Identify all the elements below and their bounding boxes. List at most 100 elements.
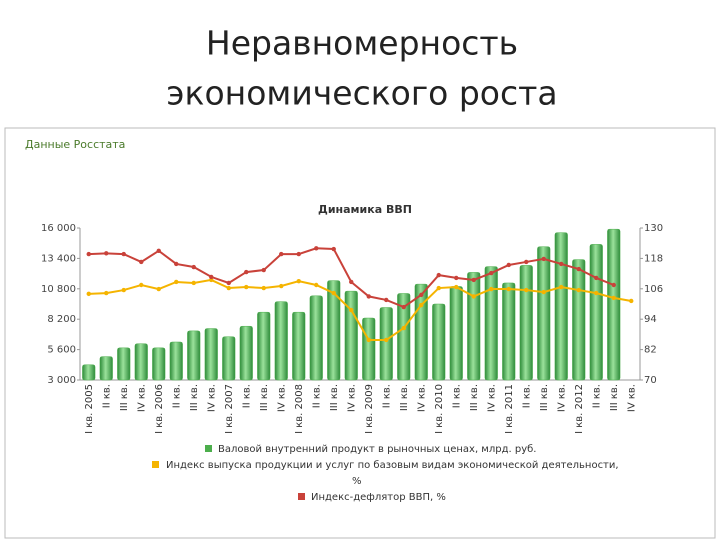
point [419, 302, 424, 308]
point [261, 285, 266, 291]
bar [449, 286, 463, 381]
y2-tick-label: 118 [644, 253, 663, 264]
point [244, 284, 249, 290]
point [611, 282, 616, 288]
x-tick-label: I кв. 2012 [574, 384, 585, 434]
bar [152, 347, 166, 381]
point [489, 286, 494, 292]
point [121, 251, 126, 257]
bar [607, 228, 621, 381]
point [104, 251, 109, 256]
slide-title: Неравномерность [206, 24, 518, 63]
bar [537, 246, 551, 381]
point [366, 337, 371, 343]
point [366, 294, 371, 299]
point [576, 266, 581, 272]
legend-swatch [205, 445, 212, 452]
x-tick-label: III кв. [189, 384, 200, 411]
bar [397, 293, 411, 381]
y-tick-label: 16 000 [41, 223, 76, 234]
point [401, 325, 406, 331]
point [489, 270, 494, 276]
x-tick-label: I кв. 2007 [224, 384, 235, 434]
legend-label: Индекс выпуска продукции и услуг по базо… [166, 460, 619, 487]
x-tick-label: I кв. 2010 [434, 384, 445, 434]
point [419, 292, 424, 298]
bar [187, 330, 201, 381]
x-tick-label: III кв. [609, 384, 620, 411]
y-tick-label: 10 800 [41, 284, 76, 295]
point [331, 290, 336, 296]
point [524, 259, 529, 265]
bar [572, 259, 586, 381]
x-tick-label: II кв. [171, 384, 182, 408]
x-tick-label: I кв. 2005 [84, 384, 95, 434]
point [191, 280, 196, 286]
point [156, 248, 161, 253]
point [629, 298, 634, 304]
point [314, 246, 319, 251]
bar [432, 303, 446, 381]
point [226, 280, 231, 286]
slide-title: экономического роста [166, 74, 557, 113]
point [559, 284, 564, 290]
point [174, 279, 179, 285]
point [506, 286, 511, 292]
point [454, 284, 459, 290]
point [104, 290, 109, 296]
x-tick-label: II кв. [241, 384, 252, 408]
point [436, 285, 441, 291]
legend-swatch [152, 461, 159, 468]
point [349, 307, 354, 313]
point [279, 283, 284, 289]
point [86, 291, 91, 297]
x-tick-label: IV кв. [346, 384, 357, 412]
bar [117, 347, 131, 381]
bar [327, 280, 341, 381]
bar [169, 341, 183, 381]
line [88, 278, 632, 341]
y-tick-label: 13 400 [41, 253, 76, 264]
x-tick-label: IV кв. [206, 384, 217, 412]
source-link[interactable]: Данные Росстата [25, 138, 125, 151]
point [314, 282, 319, 288]
x-tick-label: II кв. [311, 384, 322, 408]
point [174, 261, 179, 267]
point [401, 304, 406, 310]
point [296, 279, 301, 284]
point [209, 274, 214, 280]
x-tick-label: IV кв. [416, 384, 427, 412]
y2-tick-label: 106 [644, 284, 663, 295]
x-tick-label: IV кв. [136, 384, 147, 412]
x-tick-label: II кв. [451, 384, 462, 408]
bar [222, 336, 236, 381]
x-tick-label: III кв. [399, 384, 410, 411]
y-tick-label: 5 600 [47, 345, 76, 356]
y2-tick-label: 82 [644, 345, 657, 356]
point [611, 295, 616, 301]
bar [362, 317, 376, 381]
x-tick-label: II кв. [381, 384, 392, 408]
x-tick-label: IV кв. [276, 384, 287, 412]
bar [239, 325, 253, 381]
bar [379, 307, 393, 381]
bar [82, 364, 96, 381]
point [296, 251, 301, 257]
bar [344, 290, 358, 381]
x-tick-label: IV кв. [626, 384, 637, 412]
point [576, 287, 581, 293]
x-tick-label: III кв. [469, 384, 480, 411]
bar [204, 328, 218, 381]
x-tick-label: IV кв. [556, 384, 567, 412]
x-tick-label: III кв. [329, 384, 340, 411]
bar [519, 265, 533, 381]
bar [554, 232, 568, 381]
point [594, 290, 599, 296]
x-tick-label: II кв. [521, 384, 532, 408]
x-tick-label: III кв. [259, 384, 270, 411]
x-tick-label: I кв. 2008 [294, 384, 305, 434]
legend-swatch [298, 493, 305, 500]
point [454, 275, 459, 281]
x-tick-label: III кв. [119, 384, 130, 411]
